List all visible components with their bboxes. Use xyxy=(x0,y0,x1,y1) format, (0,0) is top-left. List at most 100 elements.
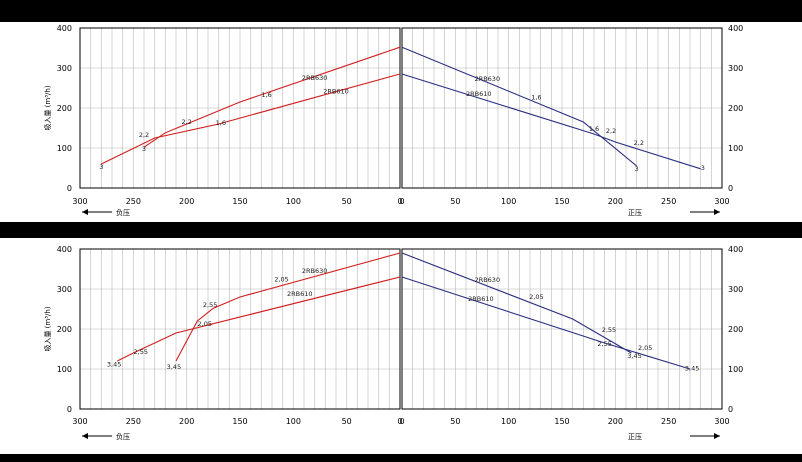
chart-panel-top: 300 250 200 150 100 50 0 负压 3 3 2,2 2,2 1,6 1,6 2RB630… xyxy=(0,22,802,222)
y-tick-label-left: 200 xyxy=(57,325,72,334)
data-annotation: 2,2 xyxy=(606,127,616,135)
series-line-2rb610 xyxy=(117,276,401,362)
data-annotation: 2,05 xyxy=(638,344,652,352)
x-tick-label: 200 xyxy=(179,417,194,426)
data-annotation: 1,6 xyxy=(216,119,226,127)
left-arrow-label: 负压 xyxy=(116,432,130,441)
x-tick-label: 250 xyxy=(126,417,141,426)
series-line-2rb630 xyxy=(143,46,401,148)
series-line-2rb610 xyxy=(401,276,691,370)
data-annotation: 2,55 xyxy=(203,301,217,309)
data-annotation: 2RB630 xyxy=(302,74,328,82)
left-plot: 300 250 200 150 100 50 0 负压 3,45 2,55 3,45 2,55 2,05… xyxy=(72,248,403,441)
data-annotation: 2RB610 xyxy=(468,295,494,303)
data-annotation: 3,45 xyxy=(685,365,699,373)
middle-black-bar xyxy=(0,222,802,238)
x-tick-label: 150 xyxy=(232,417,247,426)
y-tick-label-right: 100 xyxy=(728,365,743,374)
data-annotation: 2RB630 xyxy=(302,267,328,275)
x-tick-label: 150 xyxy=(232,197,247,206)
series-line-2rb630 xyxy=(175,252,401,362)
x-tick-label: 200 xyxy=(179,197,194,206)
data-annotation: 3,45 xyxy=(107,361,121,369)
y-tick-label-left: 100 xyxy=(57,144,72,153)
data-annotation: 2,05 xyxy=(198,320,212,328)
data-annotation: 2,55 xyxy=(597,340,611,348)
y-tick-label-left: 100 xyxy=(57,365,72,374)
arrow-head xyxy=(82,209,88,215)
x-tick-label: 300 xyxy=(72,417,87,426)
series-line-2rb630 xyxy=(401,46,638,167)
y-tick-label-right: 400 xyxy=(728,24,743,33)
plot-frame xyxy=(79,27,401,189)
data-annotation: 2,2 xyxy=(139,131,149,139)
left-plot: 300 250 200 150 100 50 0 负压 3 3 2,2 2,2 1,6 1,6 2RB630… xyxy=(72,27,403,217)
y-axis-label: 吸入量 (m³/h) xyxy=(44,306,52,351)
data-annotation: 1,6 xyxy=(589,125,599,133)
plot-frame xyxy=(79,248,401,410)
x-tick-label: 150 xyxy=(554,417,569,426)
y-tick-label-left: 400 xyxy=(57,245,72,254)
y-tick-label-left: 0 xyxy=(67,405,72,414)
data-annotation: 3 xyxy=(99,163,103,171)
chart-bottom-svg: 300 250 200 150 100 50 0 负压 3,45 2,55 3,45 2,55 2,05… xyxy=(44,245,743,441)
right-arrow-label: 正压 xyxy=(628,433,642,441)
x-tick-label: 100 xyxy=(501,197,516,206)
y-tick-label-right: 0 xyxy=(728,184,733,193)
plot-frame xyxy=(401,27,723,189)
data-annotation: 2RB610 xyxy=(323,88,349,96)
x-tick-label: 100 xyxy=(501,417,516,426)
x-tick-label: 250 xyxy=(661,417,676,426)
data-annotation: 1,6 xyxy=(261,91,271,99)
y-axis-label: 吸入量 (m³/h) xyxy=(44,85,52,130)
data-annotation: 3 xyxy=(701,164,705,172)
arrow-head xyxy=(82,433,88,439)
x-tick-label: 100 xyxy=(286,197,301,206)
right-plot: 0 50 100 150 200 250 300正压2,052,552,553,452,05… xyxy=(399,248,730,441)
data-annotation: 2,05 xyxy=(529,293,543,301)
series-line-2rb610 xyxy=(401,73,701,170)
y-tick-label-right: 300 xyxy=(728,285,743,294)
data-annotation: 2RB610 xyxy=(287,290,313,298)
data-annotation: 2,2 xyxy=(181,118,191,126)
data-annotation: 3,45 xyxy=(627,352,641,360)
x-tick-label: 0 xyxy=(399,197,404,206)
plot-frame xyxy=(401,248,723,410)
right-plot: 0 50 100 150 200 250 300 正压 1,6 1,6 2,2 2,2 3 3 2RB630… xyxy=(399,27,730,217)
chart-panel-bottom: 300 250 200 150 100 50 0 负压 3,45 2,55 3,45 2,55 2,05… xyxy=(0,238,802,454)
y-tick-label-left: 300 xyxy=(57,64,72,73)
x-tick-label: 0 xyxy=(397,417,402,426)
left-arrow-label: 负压 xyxy=(116,208,130,217)
x-tick-label: 0 xyxy=(399,417,404,426)
x-tick-label: 50 xyxy=(450,417,460,426)
y-tick-label-right: 200 xyxy=(728,325,743,334)
x-tick-label: 100 xyxy=(286,417,301,426)
data-annotation: 3 xyxy=(635,165,639,173)
y-tick-label-right: 200 xyxy=(728,104,743,113)
y-tick-label-right: 100 xyxy=(728,144,743,153)
data-annotation: 2,2 xyxy=(634,139,644,147)
data-annotation: 2,55 xyxy=(602,326,616,334)
series-line-2rb630 xyxy=(401,252,632,354)
x-tick-label: 300 xyxy=(714,197,729,206)
x-tick-label: 250 xyxy=(661,197,676,206)
x-tick-label: 0 xyxy=(397,197,402,206)
series-line-2rb610 xyxy=(101,73,401,165)
x-tick-label: 150 xyxy=(554,197,569,206)
data-annotation: 2,55 xyxy=(134,348,148,356)
chart-top-svg: 300 250 200 150 100 50 0负压332,22,21,61,62RB630… xyxy=(44,24,743,217)
arrow-head xyxy=(714,209,720,215)
x-tick-label: 200 xyxy=(608,417,623,426)
data-annotation: 2RB630 xyxy=(475,75,501,83)
x-tick-label: 50 xyxy=(342,417,352,426)
data-annotation: 2RB630 xyxy=(475,276,501,284)
x-tick-label: 200 xyxy=(608,197,623,206)
x-tick-label: 300 xyxy=(72,197,87,206)
data-annotation: 3 xyxy=(142,145,146,153)
arrow-head xyxy=(714,433,720,439)
x-tick-label: 250 xyxy=(126,197,141,206)
y-tick-label-left: 0 xyxy=(67,184,72,193)
data-annotation: 2,05 xyxy=(274,275,288,283)
right-arrow-label: 正压 xyxy=(628,209,642,217)
x-tick-label: 50 xyxy=(342,197,352,206)
